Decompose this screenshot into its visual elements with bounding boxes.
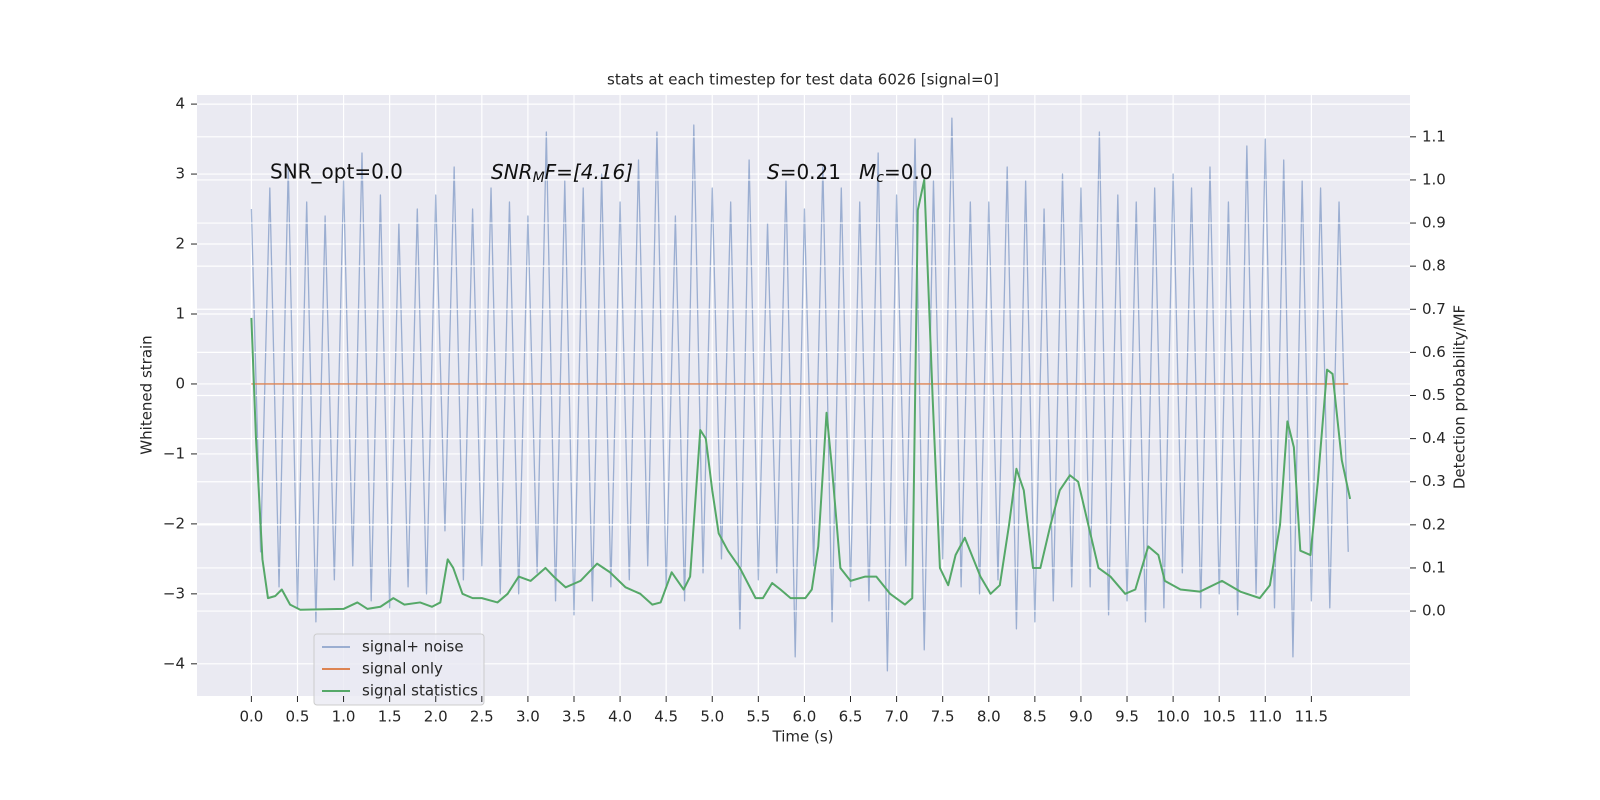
y2-tick-label: 0.5 — [1422, 386, 1446, 404]
annotation-sub: c — [876, 170, 884, 186]
y2-tick-label: 0.7 — [1422, 300, 1446, 318]
y-tick-label: 0 — [175, 374, 185, 392]
chart-title: stats at each timestep for test data 602… — [607, 71, 999, 89]
over-layer — [197, 136, 1410, 612]
x-tick-label: 10.0 — [1156, 708, 1189, 726]
x-tick-label: 0.0 — [239, 708, 263, 726]
y-tick-label: −1 — [163, 444, 185, 462]
y2-axis-label: Detection probability/MF — [1451, 305, 1469, 489]
annotation-part: M — [859, 160, 876, 184]
y2-tick-label: 0.1 — [1422, 558, 1446, 576]
x-tick-label: 4.0 — [608, 708, 632, 726]
x-tick-label: 5.5 — [746, 708, 770, 726]
y-axis-label: Whitened strain — [138, 335, 156, 454]
annotation: SNRMF=[4.16] — [491, 160, 633, 187]
y-tick-label: −2 — [163, 514, 185, 532]
x-tick-label: 11.0 — [1249, 708, 1282, 726]
y-tick-label: −4 — [163, 654, 185, 672]
series-line — [250, 178, 1352, 611]
y2-tick-label: 0.3 — [1422, 472, 1446, 490]
x-tick-label: 1.0 — [332, 708, 356, 726]
y2-tick-label: 0.8 — [1422, 257, 1446, 275]
annotation-sub: M — [533, 170, 545, 186]
y2-tick-label: 0.4 — [1422, 429, 1446, 447]
y2-tick-label: 0.2 — [1422, 515, 1446, 533]
y-tick-label: −3 — [163, 584, 185, 602]
x-tick-label: 8.5 — [1023, 708, 1047, 726]
x-tick-label: 2.0 — [424, 708, 448, 726]
x-tick-label: 10.5 — [1202, 708, 1235, 726]
x-tick-label: 2.5 — [470, 708, 494, 726]
annotation-part: SNR — [491, 160, 533, 184]
y2-tick-label: 0.9 — [1422, 214, 1446, 232]
y2-tick-label: 1.0 — [1422, 170, 1446, 188]
annotation: S=0.21 — [767, 160, 841, 184]
legend-label: signal statistics — [362, 682, 478, 700]
x-tick-label: 9.0 — [1069, 708, 1093, 726]
annotation-part: F=[4.16] — [545, 160, 633, 184]
y-tick-label: 4 — [175, 95, 185, 113]
legend-label: signal+ noise — [362, 638, 464, 656]
series-line — [250, 117, 1349, 672]
x-tick-label: 3.5 — [562, 708, 586, 726]
x-tick-label: 5.0 — [700, 708, 724, 726]
x-tick-label: 0.5 — [286, 708, 310, 726]
annotation-part: S — [767, 160, 780, 184]
y2-tick-label: 0.0 — [1422, 602, 1446, 620]
x-tick-label: 9.5 — [1115, 708, 1139, 726]
annotation-part: =0.21 — [780, 160, 841, 184]
y-tick-label: 1 — [175, 304, 185, 322]
x-tick-label: 6.0 — [792, 708, 816, 726]
y2-tick-label: 0.6 — [1422, 343, 1446, 361]
x-tick-label: 1.5 — [378, 708, 402, 726]
x-tick-label: 7.5 — [931, 708, 955, 726]
legend-label: signal only — [362, 660, 443, 678]
y-tick-label: 2 — [175, 235, 185, 253]
x-tick-label: 11.5 — [1295, 708, 1328, 726]
x-tick-label: 8.0 — [977, 708, 1001, 726]
legend-box — [313, 633, 485, 706]
y-tick-label: 3 — [175, 165, 185, 183]
annotation: SNR_opt=0.0 — [270, 160, 403, 184]
x-tick-label: 3.0 — [516, 708, 540, 726]
x-tick-label: 4.5 — [654, 708, 678, 726]
annotation-part: =0.0 — [884, 160, 933, 184]
x-tick-label: 6.5 — [839, 708, 863, 726]
y2-tick-label: 1.1 — [1422, 127, 1446, 145]
legend: signal+ noise signal only signal statistic… — [313, 633, 485, 706]
x-tick-label: 7.0 — [885, 708, 909, 726]
annotation: Mc=0.0 — [859, 160, 933, 187]
x-axis-label: Time (s) — [772, 728, 834, 746]
